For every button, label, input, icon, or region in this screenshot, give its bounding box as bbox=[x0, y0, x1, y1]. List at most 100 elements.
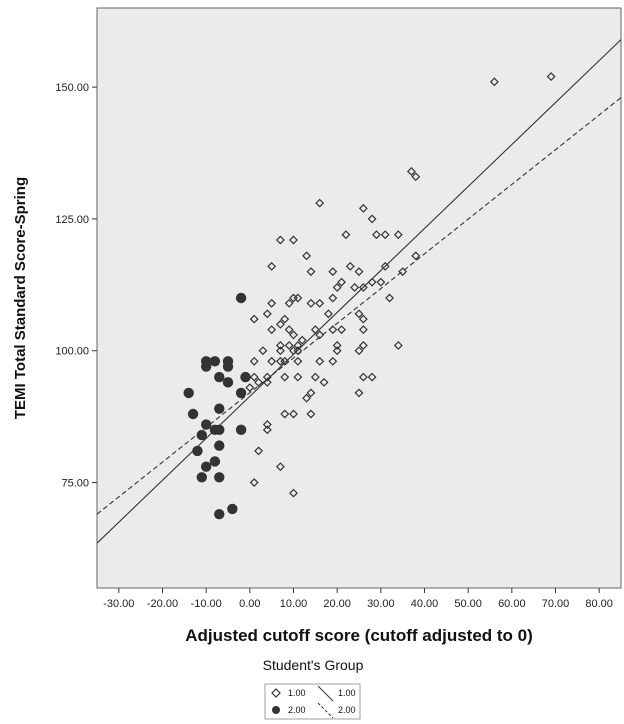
data-point-group-1 bbox=[267, 356, 277, 366]
data-point-group-1 bbox=[267, 261, 277, 271]
data-point-group-1 bbox=[262, 372, 272, 382]
data-point-group-2 bbox=[200, 419, 212, 430]
data-point-group-1 bbox=[306, 409, 316, 419]
data-point-group-1 bbox=[380, 261, 390, 271]
data-point-group-1 bbox=[385, 293, 395, 303]
data-point-group-1 bbox=[293, 341, 303, 350]
data-point-group-1 bbox=[289, 235, 298, 245]
data-point-group-1 bbox=[289, 409, 298, 419]
x-tick-label: 80.00 bbox=[585, 598, 613, 610]
fit-line-solid bbox=[96, 39, 622, 544]
data-point-group-1 bbox=[315, 356, 325, 366]
data-point-group-1 bbox=[267, 298, 277, 308]
data-point-group-2 bbox=[214, 371, 225, 383]
data-point-group-1 bbox=[306, 298, 316, 308]
data-point-group-2 bbox=[209, 356, 221, 367]
data-point-group-1 bbox=[319, 377, 329, 387]
data-point-group-1 bbox=[328, 325, 338, 335]
data-point-group-1 bbox=[358, 341, 368, 350]
data-point-group-1 bbox=[358, 325, 368, 335]
data-point-group-1 bbox=[328, 267, 338, 277]
data-point-group-1 bbox=[367, 277, 377, 287]
data-point-group-2 bbox=[209, 456, 221, 467]
data-point-group-1 bbox=[411, 251, 421, 261]
data-point-group-1 bbox=[332, 283, 342, 292]
data-point-group-1 bbox=[398, 267, 408, 277]
x-tick-label: 70.00 bbox=[542, 598, 570, 610]
data-point-group-1 bbox=[249, 372, 259, 382]
x-tick-label: 50.00 bbox=[454, 598, 482, 610]
data-point-group-1 bbox=[249, 478, 259, 487]
legend-circle-icon bbox=[272, 706, 280, 714]
y-axis-ticks: 75.00 100.00 125.00 150.00 bbox=[55, 82, 97, 490]
legend-box bbox=[264, 683, 361, 720]
data-point-group-2 bbox=[227, 503, 238, 515]
data-point-group-1 bbox=[280, 409, 290, 419]
data-point-group-1 bbox=[358, 203, 368, 213]
data-point-group-1 bbox=[367, 372, 377, 382]
x-axis-title: Adjusted cutoff score (cutoff adjusted t… bbox=[185, 626, 533, 645]
y-tick-label: 125.00 bbox=[55, 214, 89, 226]
data-point-group-1 bbox=[546, 72, 556, 81]
x-tick-label: -20.00 bbox=[147, 598, 178, 610]
data-point-group-1 bbox=[332, 341, 342, 350]
data-point-group-1 bbox=[328, 293, 338, 303]
data-point-group-1 bbox=[284, 298, 294, 308]
data-point-group-2 bbox=[222, 361, 234, 372]
data-point-group-1 bbox=[275, 341, 285, 350]
legend: 1.00 2.00 1.00 2.00 bbox=[264, 683, 361, 720]
data-point-group-1 bbox=[249, 356, 259, 366]
data-point-group-1 bbox=[345, 261, 355, 271]
y-axis-title: TEMI Total Standard Score-Spring bbox=[12, 177, 29, 419]
data-point-group-1 bbox=[354, 267, 364, 277]
data-point-group-1 bbox=[350, 283, 360, 292]
x-tick-label: 30.00 bbox=[367, 598, 395, 610]
data-point-group-2 bbox=[183, 387, 194, 399]
data-point-group-1 bbox=[262, 420, 272, 429]
data-point-group-1 bbox=[354, 309, 364, 319]
plot-area bbox=[96, 7, 622, 589]
data-point-group-1 bbox=[297, 335, 307, 345]
legend-marker-label-1: 1.00 bbox=[288, 688, 306, 698]
data-point-group-2 bbox=[200, 461, 212, 472]
data-point-group-1 bbox=[275, 346, 285, 356]
data-point-group-1 bbox=[245, 383, 255, 393]
data-point-group-2 bbox=[192, 445, 203, 457]
data-point-group-1 bbox=[302, 251, 312, 261]
data-point-group-2 bbox=[214, 508, 225, 520]
data-point-group-1 bbox=[341, 230, 351, 240]
data-point-group-2 bbox=[196, 472, 207, 483]
data-point-group-1 bbox=[306, 267, 316, 277]
x-tick-label: -10.00 bbox=[191, 598, 222, 610]
data-point-group-1 bbox=[293, 356, 303, 366]
data-point-group-2 bbox=[187, 408, 199, 420]
data-point-group-1 bbox=[489, 77, 499, 87]
x-tick-label: 60.00 bbox=[498, 598, 526, 610]
data-point-group-1 bbox=[354, 346, 364, 356]
data-point-group-1 bbox=[262, 377, 272, 387]
points-layer bbox=[183, 72, 556, 520]
legend-dashed-line-icon bbox=[317, 702, 334, 719]
data-point-group-1 bbox=[411, 172, 421, 182]
x-tick-label: 0.00 bbox=[239, 598, 260, 610]
data-point-group-2 bbox=[214, 403, 225, 414]
data-point-group-1 bbox=[289, 488, 298, 498]
data-point-group-1 bbox=[358, 372, 368, 382]
data-point-group-2 bbox=[222, 377, 234, 388]
data-point-group-2 bbox=[214, 424, 225, 436]
data-point-group-1 bbox=[310, 372, 320, 382]
data-point-group-2 bbox=[235, 424, 247, 436]
data-point-group-1 bbox=[376, 277, 386, 287]
legend-solid-line-icon bbox=[317, 685, 334, 702]
data-point-group-1 bbox=[328, 356, 338, 366]
data-point-group-1 bbox=[337, 325, 346, 335]
fit-lines-layer bbox=[96, 39, 622, 544]
data-point-group-1 bbox=[358, 314, 368, 324]
data-point-group-1 bbox=[258, 346, 268, 356]
legend-line-label-1: 1.00 bbox=[338, 688, 356, 698]
x-axis-ticks: -30.00 -20.00 -10.00 0.00 10.00 20.00 30.00 40.… bbox=[103, 588, 613, 610]
y-tick-label: 150.00 bbox=[55, 82, 89, 94]
data-point-group-2 bbox=[235, 387, 247, 399]
data-point-group-1 bbox=[406, 167, 416, 176]
